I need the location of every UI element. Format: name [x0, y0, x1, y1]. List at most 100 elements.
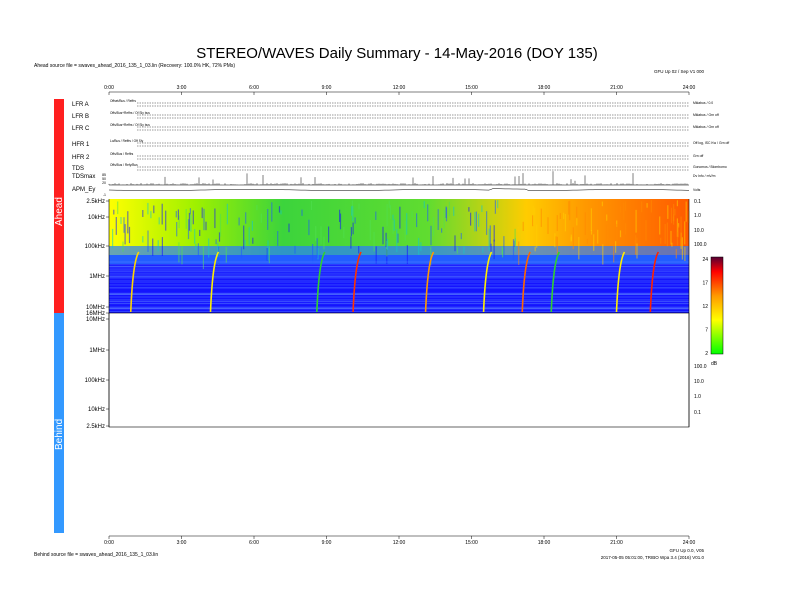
spectrogram-streak [252, 237, 254, 244]
row-right-note: Mklabus / 0.0 [693, 101, 713, 105]
spectrogram-streak [685, 201, 687, 222]
spectrogram-streak [316, 238, 318, 258]
spectrogram-streak [468, 207, 470, 212]
spectrogram-streak [641, 201, 643, 213]
spectrogram-streak [443, 209, 445, 228]
behind-freq-tick-label: 100kHz [85, 378, 105, 384]
spectrogram-streak [564, 214, 566, 232]
spectrogram-streak [150, 211, 152, 219]
spectrogram-streak [675, 249, 677, 259]
spectrogram-streak [676, 232, 679, 246]
spectrogram-streak [470, 212, 472, 226]
spectrogram-streak [386, 204, 388, 227]
spectrogram-streak [175, 211, 177, 218]
spectrogram-streak [328, 226, 330, 243]
spectrogram-streak [605, 225, 607, 246]
row-right-note: Gonomos / Blombomo [693, 165, 727, 169]
behind-source-note: Behind source file = swaves_ahead_2016_1… [34, 552, 158, 558]
spectrogram-streak [570, 236, 572, 242]
radio-burst [424, 251, 435, 313]
spectrogram-streak [521, 233, 523, 239]
spectrogram-streak [404, 220, 406, 241]
tdsmax-tick: 20 [102, 181, 106, 185]
tdsmax-tick: 85 [102, 173, 106, 177]
freq-tick-label: 10kHz [88, 215, 105, 221]
top-time-tick-label: 3:00 [177, 85, 187, 91]
row-right-note: Mklabus / Grn off [693, 125, 719, 129]
spectrogram-streak [194, 229, 196, 244]
radio-bursts [129, 251, 660, 313]
spectrogram-streak [386, 241, 388, 257]
spectrogram-streak [153, 205, 155, 214]
top-time-tick-label: 24:00 [683, 85, 696, 91]
spectrogram-streak [556, 215, 558, 232]
spectrogram-streak [112, 228, 114, 249]
ahead-spectrogram [109, 199, 689, 313]
freq-tick-label: 100kHz [85, 244, 105, 250]
top-right-note: GFU Up 02 / Sep V1 000 [654, 69, 705, 74]
spectrogram-streak [142, 210, 144, 217]
spectrogram-streak [453, 206, 455, 216]
spectrogram-streak [351, 200, 353, 217]
spectrogram-streak [554, 233, 556, 248]
spectrogram-streak [423, 201, 425, 209]
colorbar-unit: dB [711, 361, 718, 367]
tdsmax-trace [108, 171, 688, 185]
spectrogram-streak [681, 237, 683, 260]
spectrogram-streak [161, 203, 163, 225]
spectrogram-streak [373, 232, 375, 252]
spectrogram-streak [494, 200, 496, 214]
spectrogram-streak [192, 210, 194, 225]
spectrogram-streak [684, 246, 686, 261]
spectrogram-streak [672, 216, 675, 222]
spectrogram-streak [399, 206, 401, 229]
spectrogram-texture [109, 200, 690, 312]
spectrogram-streak [607, 240, 609, 247]
spectrogram-streak [358, 203, 360, 210]
spectrogram-streak [124, 224, 126, 245]
spectrogram-streak [645, 220, 647, 241]
spectrogram-streak [593, 234, 595, 251]
spectrogram-streak [670, 207, 673, 224]
colorbar-tick-label: 2 [705, 351, 708, 357]
spectrogram-streak [199, 229, 201, 236]
spectrogram-streak [392, 214, 394, 220]
tdsmax-label: TDSmax [72, 174, 95, 180]
spectrogram-streak [177, 209, 179, 220]
spectrogram-streak [358, 246, 360, 254]
spectrogram-streak [392, 220, 394, 234]
spectrogram-streak [244, 239, 246, 247]
spectrogram-streak [245, 212, 247, 224]
spectrogram-streak [351, 206, 353, 216]
spectrogram-streak [441, 228, 443, 233]
tdsmax-tick: 50 [102, 177, 106, 181]
spectrogram-streak [660, 237, 662, 244]
spectrogram-streak [350, 227, 352, 237]
sfu-tick-label: 1.0 [694, 213, 701, 219]
colorbar-tick-label: 24 [702, 257, 708, 263]
spectrogram-streak [475, 211, 477, 232]
spectrogram-streak [147, 230, 149, 252]
spectrogram-streak [676, 200, 678, 207]
apm-right-note: Volts [693, 188, 701, 192]
spectrogram-streak [503, 236, 505, 259]
apm-trace [108, 188, 690, 191]
spectrogram-streak [128, 226, 131, 244]
spectrogram-streak [635, 235, 637, 255]
spectrogram-streak [576, 218, 578, 226]
spectrogram-streak [456, 247, 458, 254]
spectrogram-streak [568, 201, 570, 215]
spectrogram-streak [147, 202, 149, 215]
sfu-tick-label: 100.0 [694, 242, 707, 248]
spectrogram-streak [266, 248, 268, 261]
spectrogram-streak [597, 229, 599, 244]
spectrogram-streak [556, 236, 558, 255]
tdsmax-right-note: Dv Info / mV/m [693, 174, 716, 178]
behind-side-bar [54, 313, 64, 533]
spectrogram-streak [308, 219, 310, 236]
spectrogram-streak [547, 217, 549, 234]
spectrogram-streak [406, 245, 408, 269]
spectrogram-streak [294, 245, 296, 254]
row-left-note: Lo/Bus / Reffrs / Off Sly [110, 139, 144, 143]
